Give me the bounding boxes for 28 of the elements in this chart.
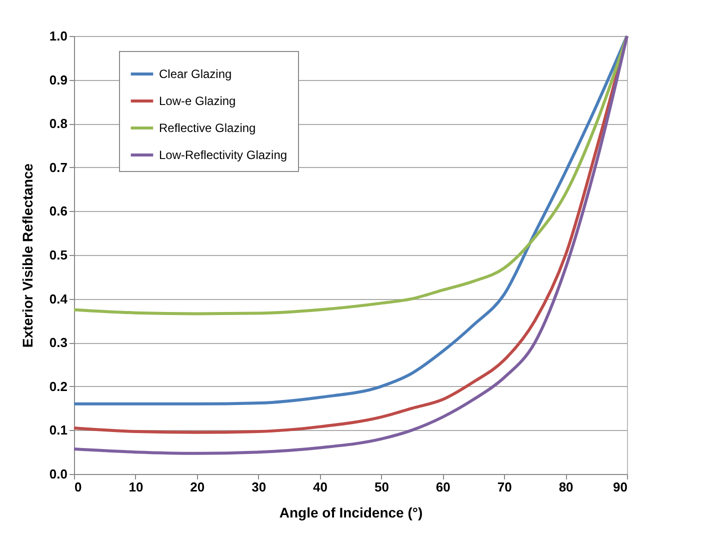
y-axis-title: Exterior Visible Reflectance bbox=[19, 163, 36, 348]
y-tick-label: 1.0 bbox=[49, 28, 68, 44]
y-tick-label: 0.9 bbox=[49, 72, 68, 88]
x-tick-label: 10 bbox=[128, 480, 144, 494]
x-tick-label: 50 bbox=[374, 480, 389, 494]
legend-label: Reflective Glazing bbox=[159, 121, 256, 135]
x-axis-title: Angle of Incidence (°) bbox=[279, 504, 423, 520]
x-tick-label: 90 bbox=[613, 480, 628, 494]
y-tick-label: 0.8 bbox=[49, 116, 68, 132]
legend-label: Low-e Glazing bbox=[159, 94, 236, 108]
y-tick-label: 0.0 bbox=[49, 466, 68, 482]
y-tick-label: 0.1 bbox=[49, 422, 68, 438]
y-tick-label: 0.4 bbox=[49, 291, 68, 306]
x-tick-label: 80 bbox=[558, 480, 574, 494]
y-tick-label: 0.6 bbox=[49, 204, 68, 219]
line-series bbox=[72, 34, 628, 316]
y-tick-label: 0.3 bbox=[49, 335, 68, 350]
x-tick-label: 70 bbox=[497, 480, 512, 494]
y-tick-label: 0.2 bbox=[49, 378, 68, 394]
x-tick-label: 30 bbox=[252, 480, 266, 494]
legend-label: Low-Reflectivity Glazing bbox=[159, 148, 288, 162]
x-tick-label: 20 bbox=[190, 480, 205, 494]
y-tick-label: 0.5 bbox=[49, 248, 68, 262]
y-tick-label: 0.7 bbox=[49, 160, 68, 175]
x-tick-label: 40 bbox=[313, 480, 328, 494]
legend-label: Clear Glazing bbox=[159, 67, 232, 81]
x-tick-label: 0 bbox=[74, 480, 82, 494]
x-tick-label: 60 bbox=[436, 480, 450, 494]
